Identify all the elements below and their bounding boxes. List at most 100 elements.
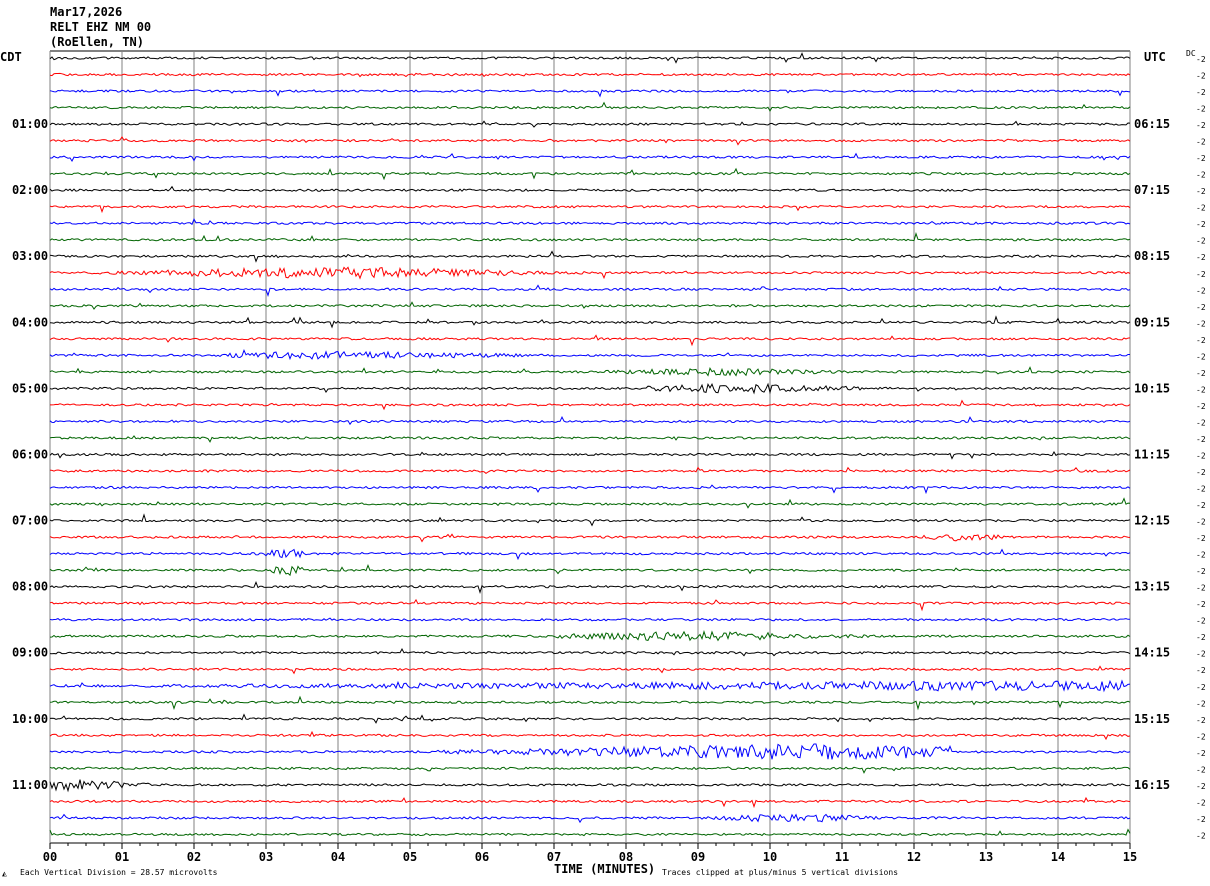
trace-row-31 bbox=[49, 564, 1131, 577]
trace-right-label: -2 bbox=[1196, 749, 1206, 758]
trace-right-label: -2 bbox=[1196, 501, 1206, 510]
trace-right-label: -2 bbox=[1196, 732, 1206, 741]
trace-right-label: -2 bbox=[1196, 633, 1206, 642]
trace-row-21 bbox=[50, 399, 1131, 411]
right-hour-label: 15:15 bbox=[1134, 712, 1170, 726]
trace-row-15 bbox=[49, 301, 1131, 310]
trace-right-label: -2 bbox=[1196, 385, 1206, 394]
trace-right-label: -2 bbox=[1196, 402, 1206, 411]
trace-right-label: -2 bbox=[1196, 55, 1206, 64]
trace-right-label: -2 bbox=[1196, 468, 1206, 477]
trace-right-label: -2 bbox=[1196, 782, 1206, 791]
trace-row-23 bbox=[49, 435, 1131, 443]
trace-row-28 bbox=[49, 513, 1131, 527]
trace-right-label: -2 bbox=[1196, 88, 1206, 97]
right-hour-label: 12:15 bbox=[1134, 514, 1170, 528]
trace-row-2 bbox=[49, 89, 1131, 98]
trace-row-3 bbox=[49, 101, 1131, 113]
trace-row-18 bbox=[49, 348, 1130, 361]
trace-right-label: -2 bbox=[1196, 485, 1206, 494]
trace-row-44 bbox=[49, 779, 1131, 793]
trace-row-13 bbox=[49, 266, 1131, 280]
trace-row-39 bbox=[49, 695, 1131, 711]
footer-division-note: Each Vertical Division = 28.57 microvolt… bbox=[20, 868, 218, 877]
trace-row-26 bbox=[49, 484, 1131, 495]
x-tick-label: 15 bbox=[1123, 850, 1137, 864]
trace-row-19 bbox=[49, 366, 1131, 377]
trace-row-34 bbox=[49, 617, 1131, 622]
trace-right-label: -2 bbox=[1196, 72, 1206, 81]
x-axis-title: TIME (MINUTES) bbox=[554, 862, 656, 876]
right-hour-label: 10:15 bbox=[1134, 381, 1170, 395]
x-tick-label: 13 bbox=[979, 850, 993, 864]
trace-row-8 bbox=[49, 185, 1131, 192]
x-tick-label: 10 bbox=[763, 850, 777, 864]
trace-right-label: -2 bbox=[1196, 154, 1206, 163]
x-tick-label: 11 bbox=[835, 850, 849, 864]
trace-row-16 bbox=[49, 315, 1131, 329]
trace-row-42 bbox=[49, 743, 1131, 761]
trace-right-label: -2 bbox=[1196, 336, 1206, 345]
trace-row-36 bbox=[49, 647, 1131, 657]
trace-right-label: -2 bbox=[1196, 518, 1206, 527]
trace-row-25 bbox=[49, 466, 1131, 475]
x-tick-label: 14 bbox=[1051, 850, 1065, 864]
trace-row-45 bbox=[49, 796, 1131, 809]
trace-row-33 bbox=[49, 598, 1131, 612]
trace-right-label: -2 bbox=[1196, 418, 1206, 427]
trace-row-12 bbox=[49, 250, 1131, 263]
trace-right-label: -2 bbox=[1196, 138, 1206, 147]
x-tick-label: 09 bbox=[691, 850, 705, 864]
trace-row-4 bbox=[49, 120, 1131, 128]
x-tick-label: 04 bbox=[331, 850, 345, 864]
trace-right-label: -2 bbox=[1196, 765, 1206, 774]
header-station: RELT EHZ NM 00 bbox=[50, 20, 152, 34]
trace-row-24 bbox=[49, 450, 1131, 460]
trace-row-20 bbox=[49, 382, 1131, 395]
trace-right-label: -2 bbox=[1196, 584, 1206, 593]
trace-row-10 bbox=[49, 218, 1131, 226]
right-hour-label: 07:15 bbox=[1134, 183, 1170, 197]
right-timezone-label: UTC bbox=[1144, 50, 1166, 64]
trace-right-label: -2 bbox=[1196, 451, 1206, 460]
x-tick-label: 03 bbox=[259, 850, 273, 864]
trace-row-14 bbox=[49, 284, 1131, 298]
trace-right-label: -2 bbox=[1196, 303, 1206, 312]
trace-row-17 bbox=[49, 334, 1131, 347]
x-tick-label: 12 bbox=[907, 850, 921, 864]
trace-right-label: -2 bbox=[1196, 600, 1206, 609]
right-hour-label: 11:15 bbox=[1134, 447, 1170, 461]
trace-right-label: -2 bbox=[1196, 650, 1206, 659]
trace-right-label: -2 bbox=[1196, 204, 1206, 213]
header-date: Mar17,2026 bbox=[50, 5, 123, 19]
x-tick-label: 08 bbox=[619, 850, 633, 864]
trace-row-27 bbox=[49, 497, 1131, 509]
trace-right-label: -2 bbox=[1196, 220, 1206, 229]
trace-right-label: -2 bbox=[1196, 815, 1206, 824]
left-hour-label: 06:00 bbox=[12, 447, 48, 461]
footer-clip-note: Traces clipped at plus/minus 5 vertical … bbox=[662, 868, 899, 877]
right-hour-label: 06:15 bbox=[1134, 117, 1170, 131]
right-hour-label: 14:15 bbox=[1134, 646, 1170, 660]
trace-row-37 bbox=[49, 665, 1131, 675]
trace-right-label: -2 bbox=[1196, 319, 1206, 328]
trace-row-47 bbox=[49, 828, 1131, 837]
right-hour-label: 16:15 bbox=[1134, 778, 1170, 792]
trace-right-label: -2 bbox=[1196, 369, 1206, 378]
trace-right-label: -2 bbox=[1196, 683, 1206, 692]
trace-row-6 bbox=[50, 152, 1131, 162]
trace-row-32 bbox=[49, 580, 1131, 594]
right-hour-label: 08:15 bbox=[1134, 249, 1170, 263]
trace-row-9 bbox=[49, 204, 1131, 214]
trace-right-label: -2 bbox=[1196, 798, 1206, 807]
left-hour-label: 09:00 bbox=[12, 646, 48, 660]
right-hour-label: 13:15 bbox=[1134, 580, 1170, 594]
trace-right-label: -2 bbox=[1196, 105, 1206, 114]
trace-right-label: -2 bbox=[1196, 187, 1206, 196]
trace-row-11 bbox=[49, 232, 1131, 242]
trace-row-1 bbox=[49, 72, 1131, 78]
trace-right-label: -2 bbox=[1196, 121, 1206, 130]
footer-mark-icon: ◭ bbox=[2, 869, 7, 878]
x-tick-label: 02 bbox=[187, 850, 201, 864]
